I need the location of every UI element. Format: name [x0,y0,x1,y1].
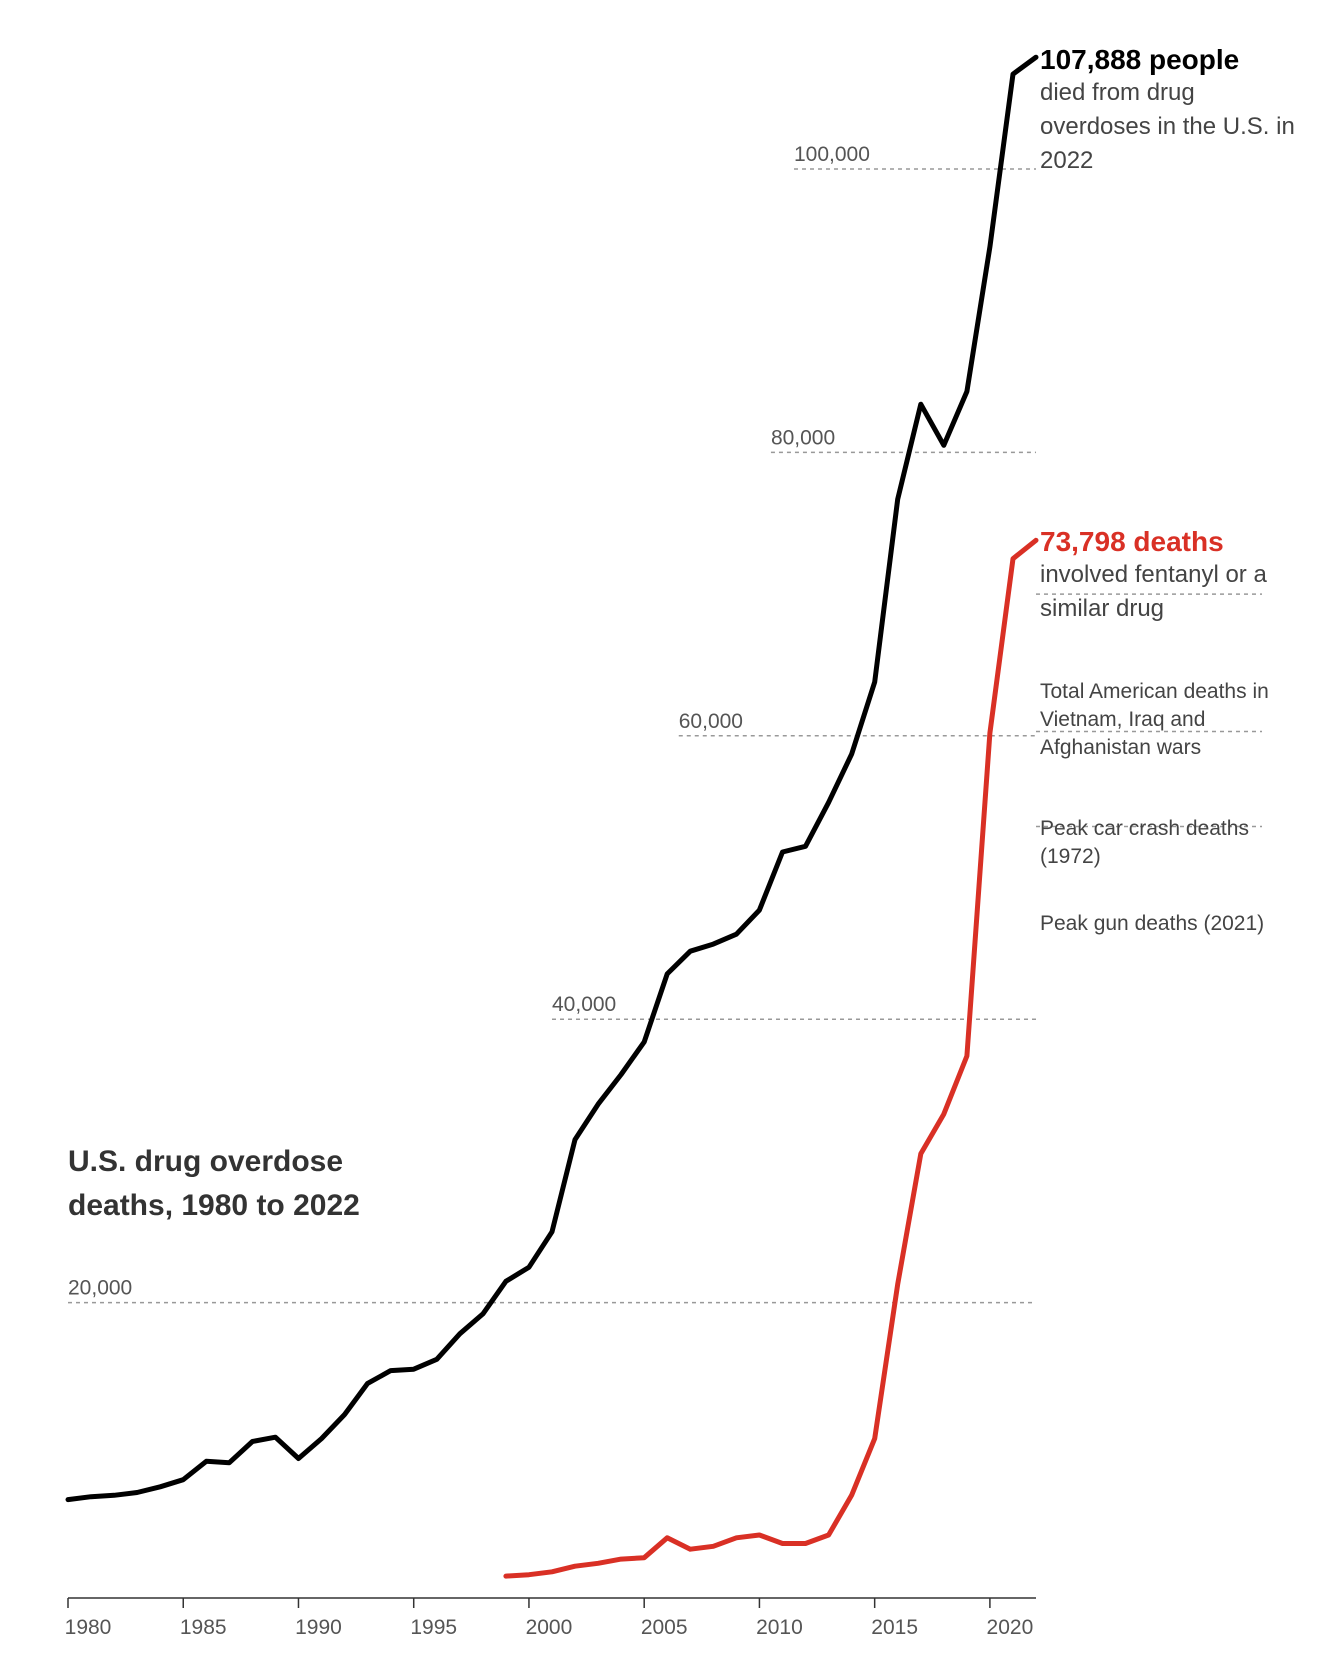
gridline-label-80000: 80,000 [771,426,835,449]
gridline-label-40000: 40,000 [552,993,616,1016]
x-tick-label-1980: 1980 [65,1616,112,1639]
series-lines [65,54,1039,1579]
gridlines: 20,000 40,000 60,000 80,000 100,000 [68,143,1036,1304]
reference-label-car-crash: Peak car crash deaths (1972) [1040,817,1249,868]
total-deaths-value: 107,888 people [1040,44,1240,75]
fentanyl-deaths-annotation: 73,798 deaths involved fentanyl or a sim… [1040,526,1310,626]
x-tick-label-2015: 2015 [871,1616,918,1639]
gridline-label-20000: 20,000 [68,1277,132,1300]
series-line-1 [503,537,1039,1579]
total-deaths-text: died from drug overdoses in the U.S. in … [1040,79,1295,174]
reference-label-wars: Total American deaths in Vietnam, Iraq a… [1040,680,1269,759]
fentanyl-deaths-text: involved fentanyl or a similar drug [1040,561,1267,622]
gridline-label-100000: 100,000 [794,143,870,166]
gridline-label-60000: 60,000 [679,710,743,733]
x-tick-label-2005: 2005 [641,1616,688,1639]
x-tick-label-1990: 1990 [295,1616,342,1639]
x-tick-label-2010: 2010 [756,1616,803,1639]
x-tick-label-2020: 2020 [987,1616,1034,1639]
total-deaths-annotation: 107,888 people died from drug overdoses … [1040,44,1310,178]
reference-label-gun: Peak gun deaths (2021) [1040,912,1265,935]
chart-title: U.S. drug overdose deaths, 1980 to 2022 [68,1145,360,1222]
x-tick-label-1995: 1995 [410,1616,457,1639]
x-axis: 1980 1985 1990 1995 2000 2005 2010 2015 2020 [65,1597,1036,1639]
series-line-0 [65,54,1039,1503]
reference-lines [1036,593,1262,828]
fentanyl-deaths-value: 73,798 deaths [1040,526,1224,557]
x-tick-label-2000: 2000 [526,1616,573,1639]
x-tick-label-1985: 1985 [180,1616,227,1639]
